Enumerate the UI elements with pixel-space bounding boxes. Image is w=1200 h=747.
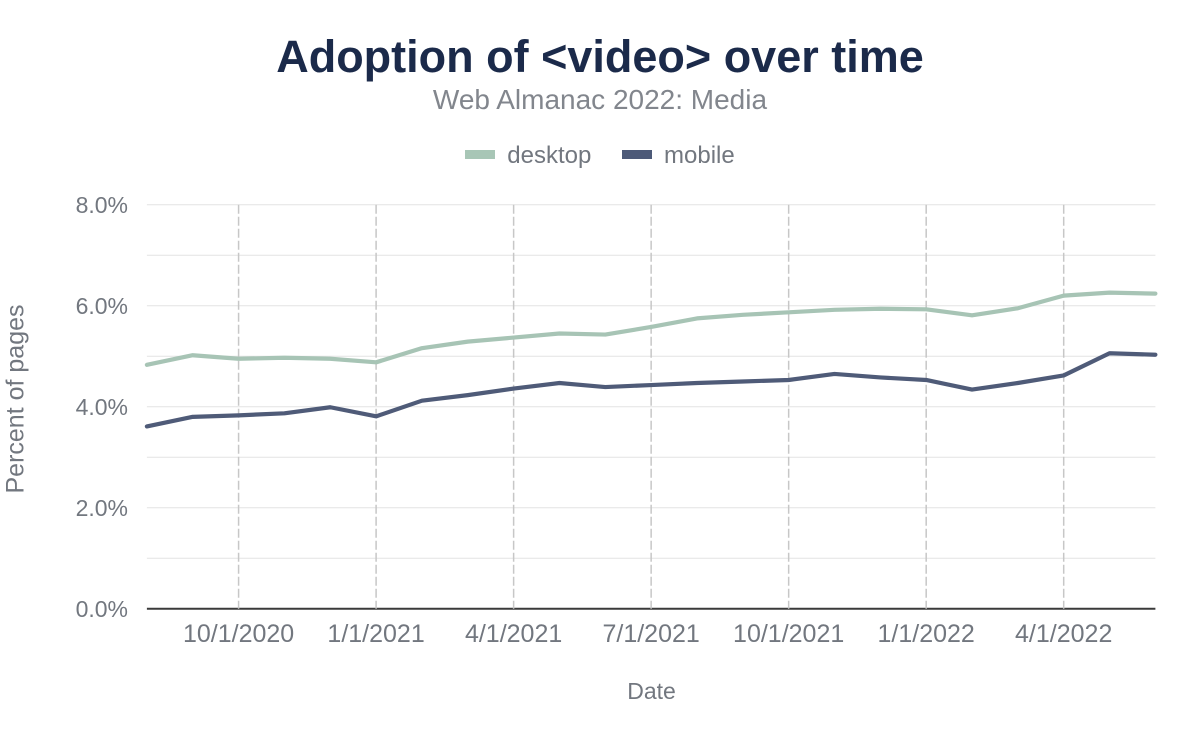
svg-text:1/1/2021: 1/1/2021 [327, 620, 424, 648]
svg-text:7/1/2021: 7/1/2021 [602, 620, 699, 648]
svg-text:8.0%: 8.0% [76, 195, 128, 218]
svg-text:2.0%: 2.0% [76, 495, 128, 521]
svg-text:4.0%: 4.0% [76, 394, 128, 420]
svg-text:6.0%: 6.0% [76, 293, 128, 319]
svg-text:4/1/2022: 4/1/2022 [1015, 620, 1112, 648]
svg-text:10/1/2021: 10/1/2021 [733, 620, 844, 648]
svg-text:4/1/2021: 4/1/2021 [465, 620, 562, 648]
svg-text:10/1/2020: 10/1/2020 [183, 620, 294, 648]
svg-text:0.0%: 0.0% [76, 596, 128, 622]
svg-text:1/1/2022: 1/1/2022 [878, 620, 975, 648]
